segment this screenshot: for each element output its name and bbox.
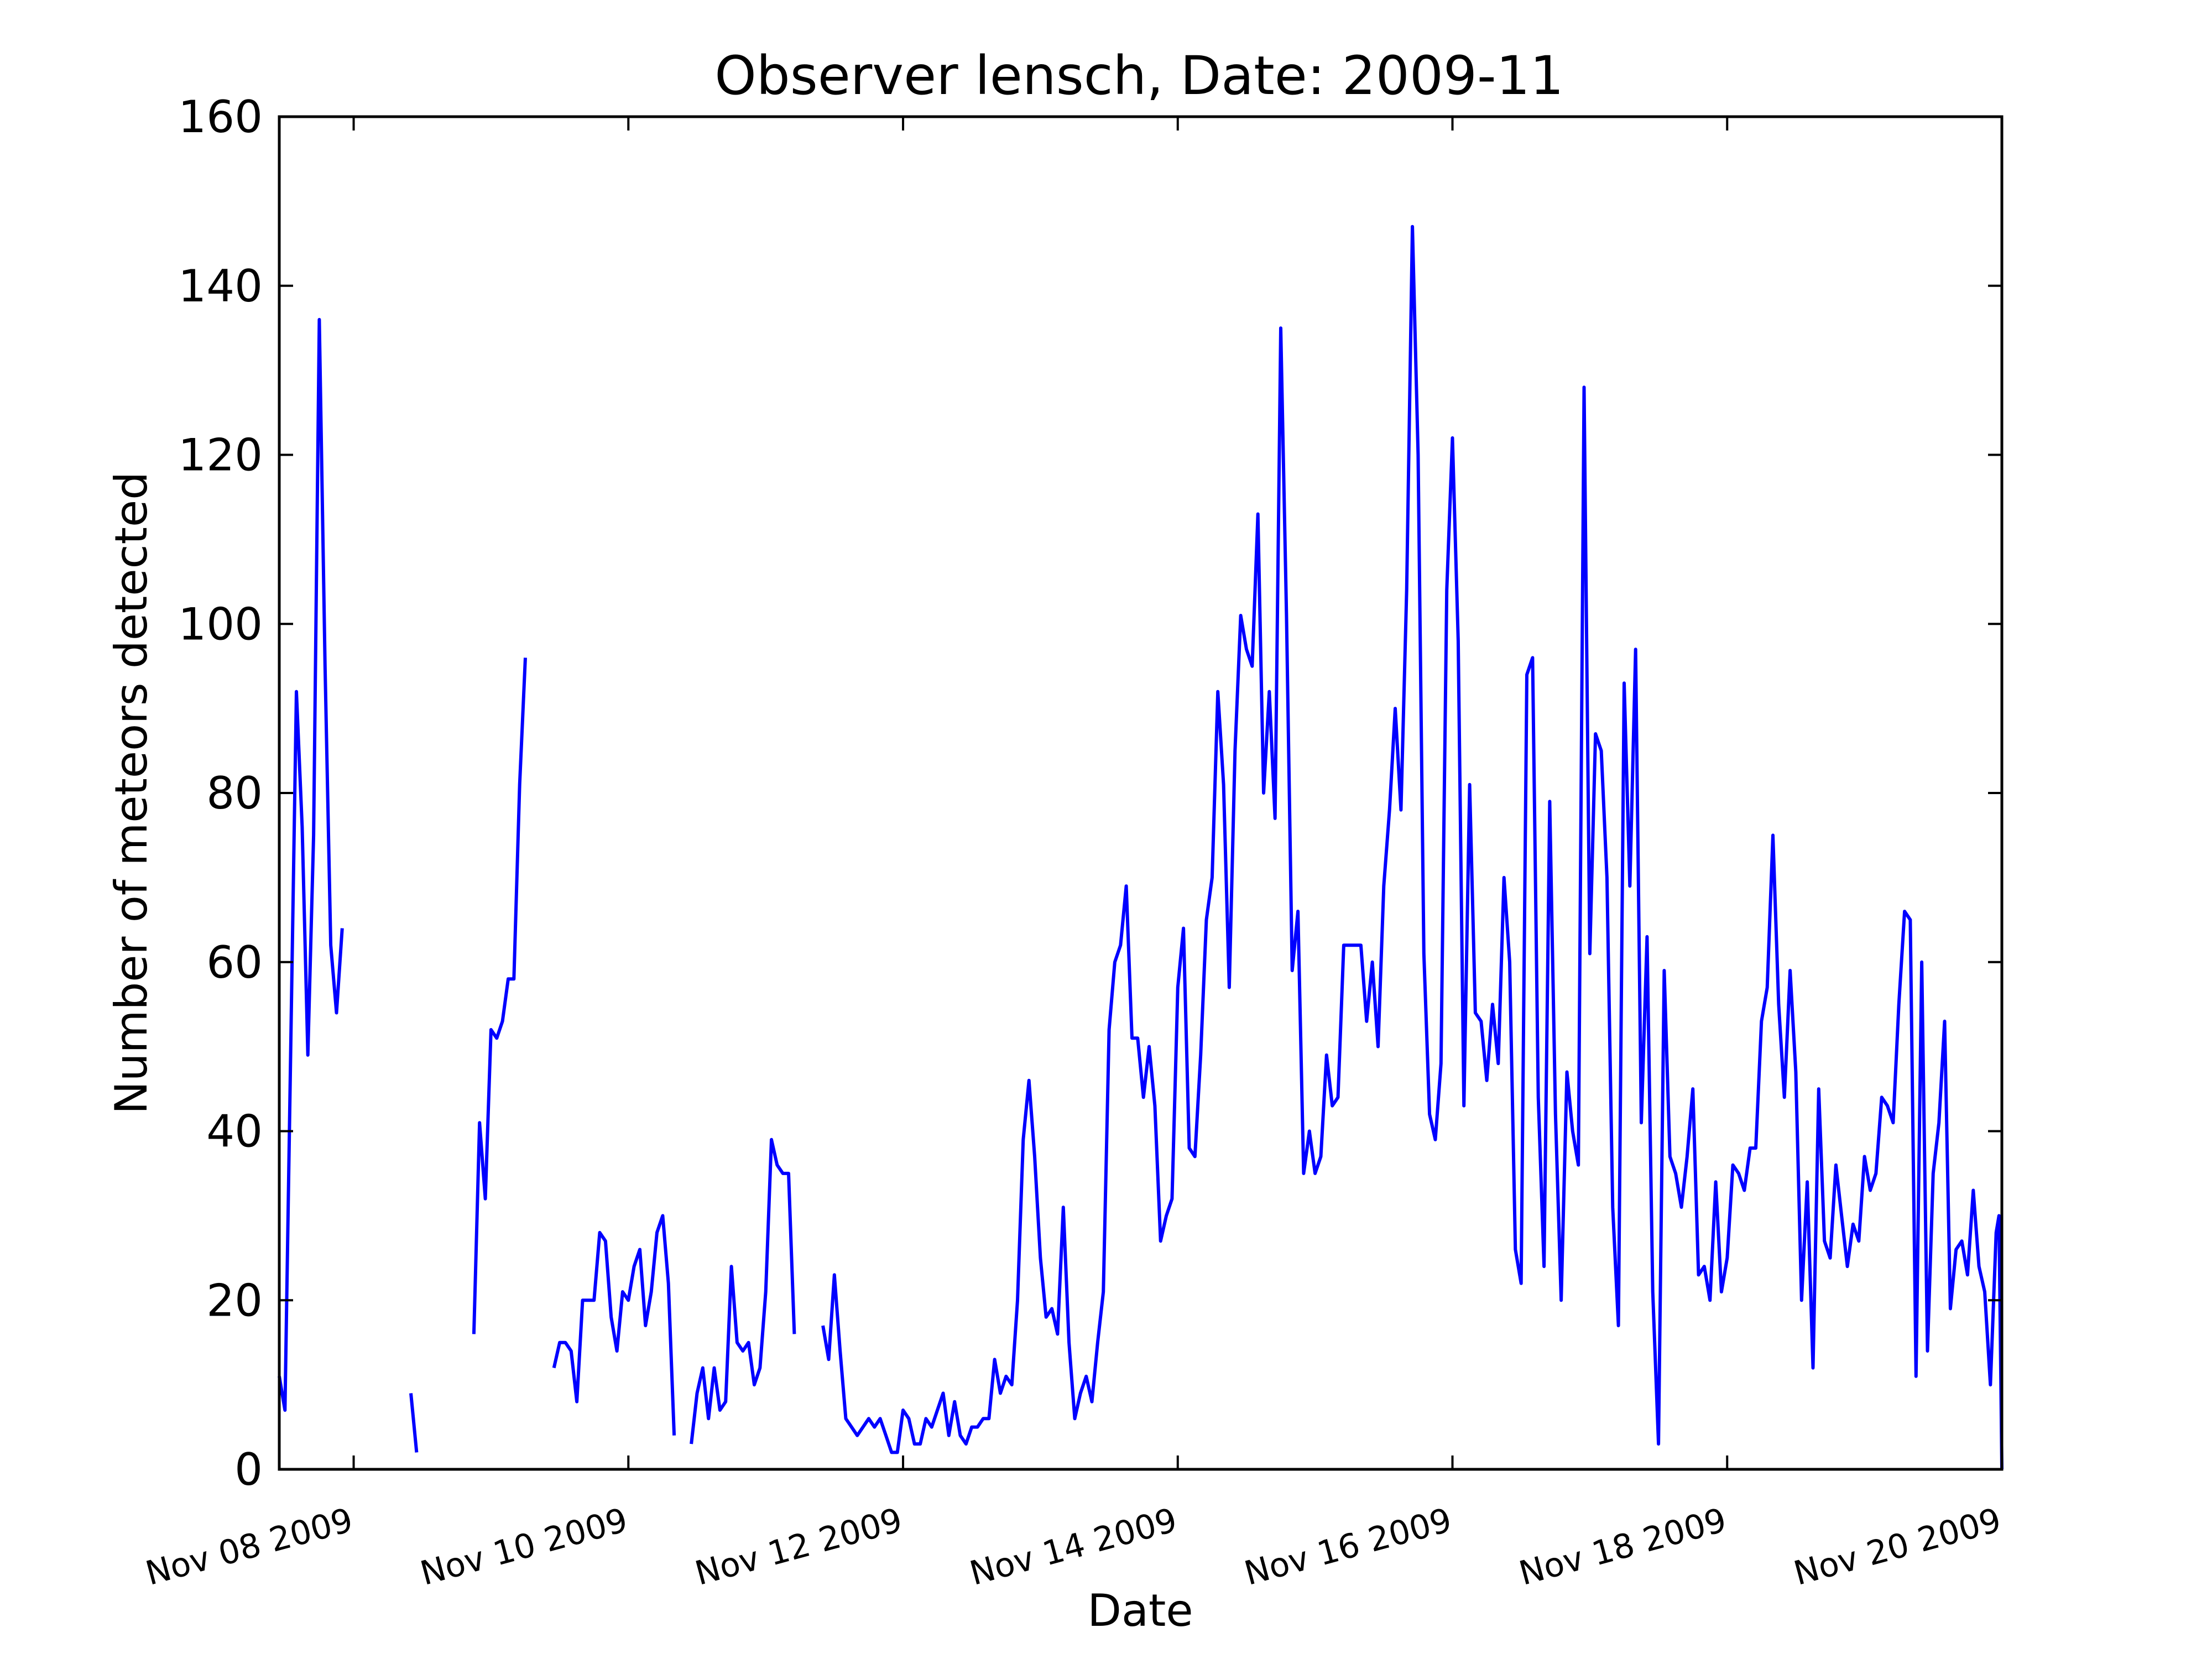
y-tick-label: 80 — [206, 768, 263, 819]
y-tick-label: 20 — [206, 1275, 263, 1326]
y-tick-label: 40 — [206, 1106, 263, 1157]
y-tick-label: 0 — [234, 1444, 263, 1495]
chart-title: Observer lensch, Date: 2009-11 — [714, 45, 1564, 107]
y-tick-label: 60 — [206, 937, 263, 988]
series-line-segment — [690, 1138, 796, 1444]
x-axis-label: Date — [1087, 1585, 1193, 1636]
y-tick-label: 160 — [178, 91, 263, 143]
series-line-segment — [821, 225, 2004, 1470]
series-line-segment — [278, 317, 344, 1412]
series-line-segment — [409, 1393, 419, 1453]
series-layer — [278, 225, 2004, 1470]
y-tick-label: 100 — [178, 598, 263, 650]
y-tick-label: 140 — [178, 260, 263, 312]
series-line-segment — [472, 658, 527, 1334]
y-tick-label: 120 — [178, 430, 263, 481]
y-axis-ticks: 0 20 40 60 80 100 120 140 160 — [178, 91, 2002, 1495]
y-axis-label: Number of meteors detected — [106, 472, 157, 1114]
series-line-segment — [552, 1214, 676, 1436]
